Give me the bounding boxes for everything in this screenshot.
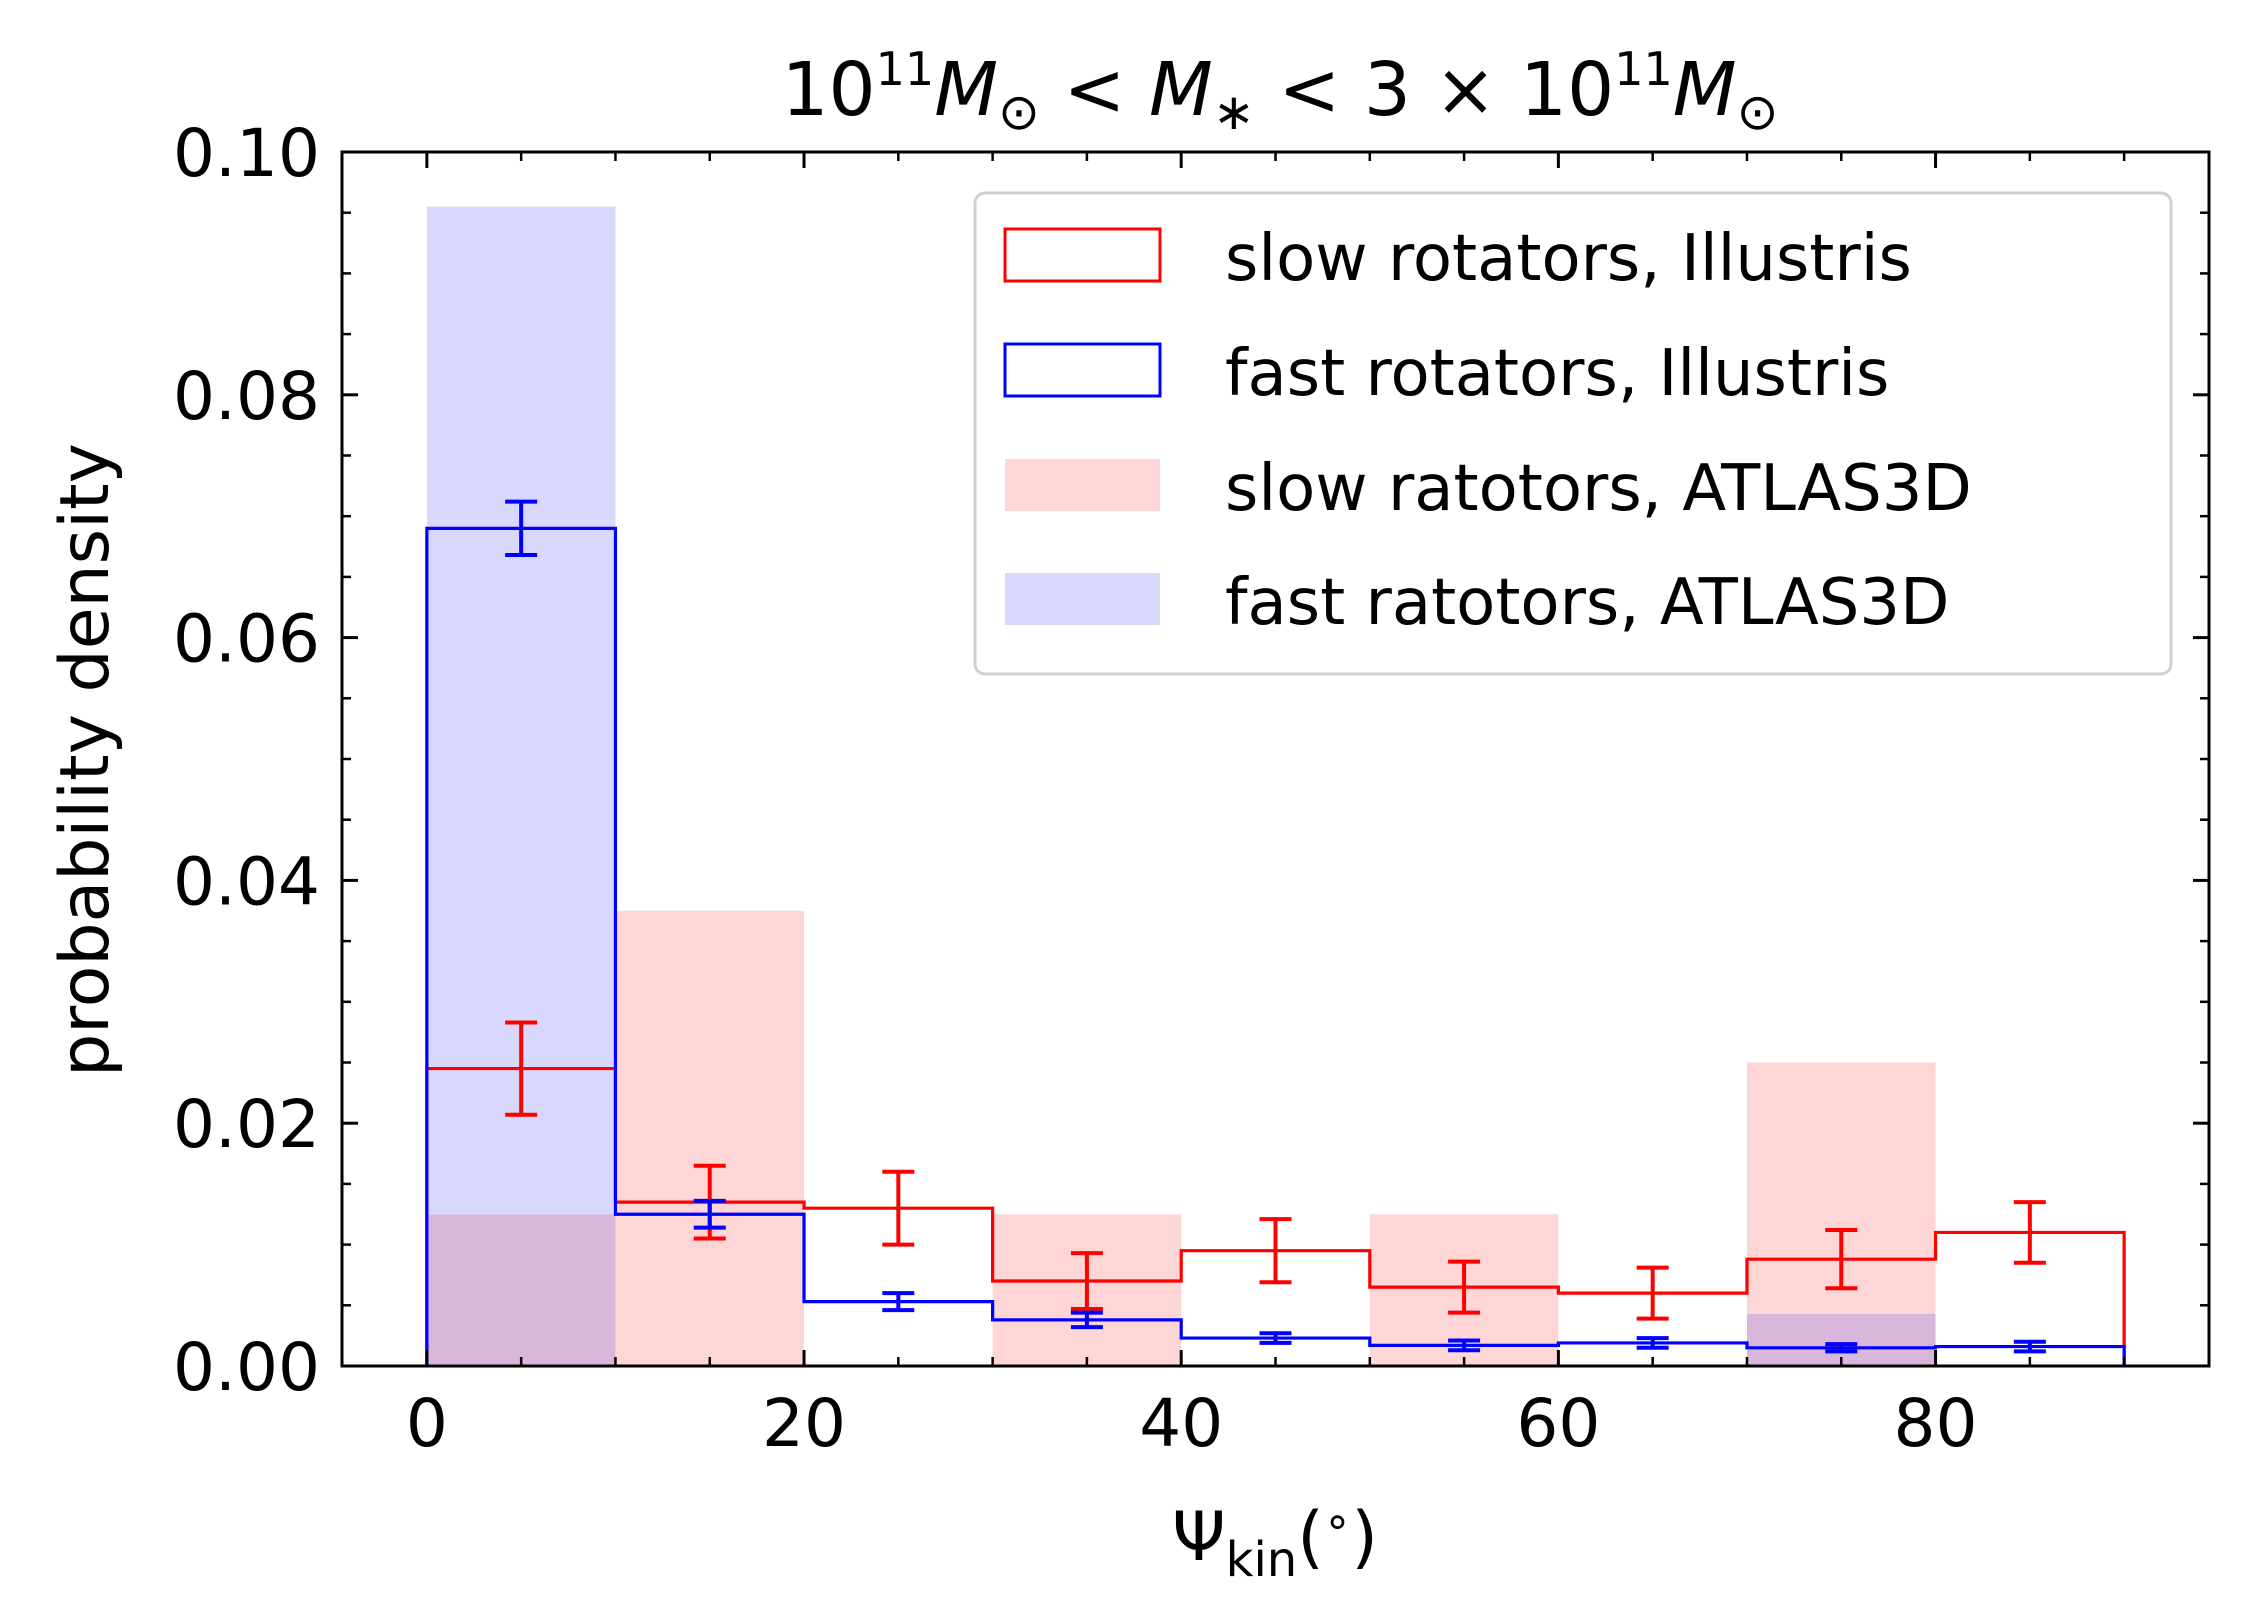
x-tick-label: 0: [406, 1385, 448, 1462]
xlabel-deg: ∘: [1324, 1496, 1352, 1547]
illustris-error-bars: [505, 499, 2046, 1354]
illustris-slow-errorbar: [1636, 1265, 1669, 1321]
title-star: ∗: [1213, 83, 1255, 141]
illustris-slow-errorbar: [1825, 1228, 1858, 1291]
legend-swatch-slow-illustris: [1003, 227, 1162, 283]
y-tick-label: 0.00: [173, 1329, 320, 1406]
y-tick-label: 0.02: [173, 1086, 320, 1163]
illustris-slow-errorbar: [1259, 1217, 1292, 1285]
illustris-fast-errorbar: [693, 1198, 726, 1230]
legend: slow rotators, Illustris fast rotators, …: [973, 191, 2173, 676]
illustris-fast-errorbar: [2013, 1339, 2046, 1354]
illustris-slow-errorbar: [882, 1169, 915, 1247]
title-three: 3: [1364, 47, 1411, 133]
x-tick-label: 80: [1894, 1385, 1978, 1462]
illustris-slow-errorbar: [1070, 1251, 1103, 1311]
illustris-fast-errorbar: [882, 1291, 915, 1313]
legend-label-fast-illustris: fast rotators, Illustris: [1225, 337, 1889, 411]
title-exp-1: 11: [876, 42, 935, 96]
x-tick-label: 20: [762, 1385, 846, 1462]
y-tick-label: 0.08: [173, 358, 320, 435]
xlabel-close: ): [1351, 1498, 1378, 1577]
illustris-slow-errorbar: [1448, 1259, 1481, 1315]
atlas3d-overlap-bar: [426, 1214, 616, 1366]
title-base-2: 10: [1520, 47, 1614, 133]
legend-swatch-fast-atlas3d: [1005, 573, 1160, 625]
title-times: ×: [1435, 47, 1497, 133]
x-tick-label: 60: [1516, 1385, 1600, 1462]
illustris-fast-errorbar: [1070, 1310, 1103, 1330]
atlas3d-slow-bar: [615, 910, 805, 1366]
xlabel-sub: kin: [1226, 1532, 1298, 1588]
x-tick-label: 40: [1139, 1385, 1223, 1462]
y-axis-label: probability density: [46, 443, 125, 1077]
title-sun-1: ⊙: [998, 83, 1040, 141]
illustris-slow-errorbar: [505, 1020, 538, 1117]
y-tick-label: 0.04: [173, 843, 320, 920]
axis-tick-labels: 0 20 40 60 80 0.00 0.02 0.04 0.06 0.08 0.10: [173, 115, 1977, 1462]
x-axis-label: Ψkin(∘): [1172, 1496, 1378, 1588]
illustris-fast-errorbar: [1448, 1338, 1481, 1353]
xlabel-open: (: [1297, 1498, 1324, 1577]
title-mass-1: M: [934, 47, 998, 133]
illustris-fast-errorbar: [1259, 1331, 1292, 1345]
illustris-fast-errorbar: [1825, 1342, 1858, 1354]
illustris-slow-errorbar: [2013, 1200, 2046, 1265]
y-tick-label: 0.06: [173, 601, 320, 678]
legend-swatch-slow-atlas3d: [1005, 459, 1160, 511]
legend-label-slow-illustris: slow rotators, Illustris: [1225, 222, 1912, 296]
illustris-fast-errorbar: [1636, 1336, 1669, 1350]
title-base-1: 10: [781, 47, 875, 133]
title-mstar: M: [1149, 47, 1213, 133]
legend-swatch-fast-illustris: [1003, 342, 1162, 398]
chart-title: 1011M⊙ < M∗ < 3 × 1011M⊙: [781, 42, 1778, 141]
axis-ticks: [342, 150, 2209, 1368]
xlabel-psi: Ψ: [1172, 1498, 1226, 1577]
legend-label-slow-atlas3d: slow ratotors, ATLAS3D: [1225, 452, 1972, 526]
title-lt-1: <: [1063, 47, 1125, 133]
title-sun-2: ⊙: [1737, 83, 1779, 141]
legend-box: [973, 191, 2173, 676]
title-mass-2: M: [1673, 47, 1737, 133]
title-lt-2: <: [1278, 47, 1340, 133]
legend-label-fast-atlas3d: fast ratotors, ATLAS3D: [1225, 566, 1949, 640]
title-exp-2: 11: [1614, 42, 1673, 96]
illustris-fast-errorbar: [505, 499, 538, 558]
plot-area: [425, 206, 2126, 1366]
y-tick-label: 0.10: [173, 115, 320, 192]
